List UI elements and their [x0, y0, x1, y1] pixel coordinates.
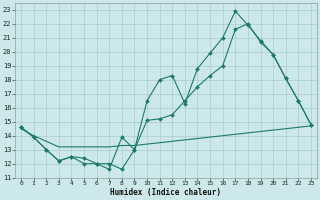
X-axis label: Humidex (Indice chaleur): Humidex (Indice chaleur): [110, 188, 221, 197]
